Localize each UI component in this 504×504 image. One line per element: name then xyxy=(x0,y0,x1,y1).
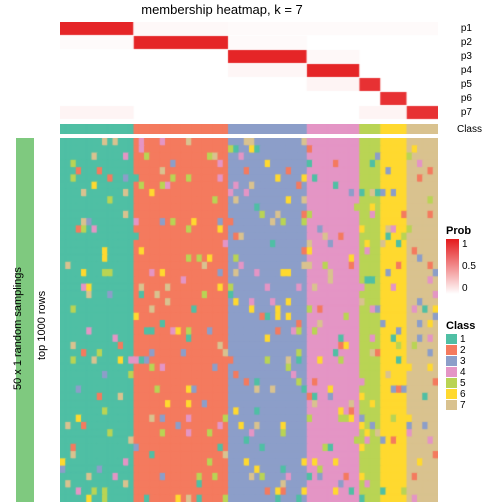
prob-legend: Prob 1 0.5 0 xyxy=(446,225,476,294)
chart-title: membership heatmap, k = 7 xyxy=(0,2,444,17)
main-heatmap xyxy=(60,138,438,502)
class-strip xyxy=(60,124,438,134)
class-legend: Class 1234567 xyxy=(446,320,475,411)
probability-heatmap xyxy=(60,22,438,120)
class-row-label: Class xyxy=(457,124,482,135)
ylabel-outer: 50 x 1 random samplings xyxy=(12,267,24,390)
ylabel-inner: top 1000 rows xyxy=(36,291,48,360)
